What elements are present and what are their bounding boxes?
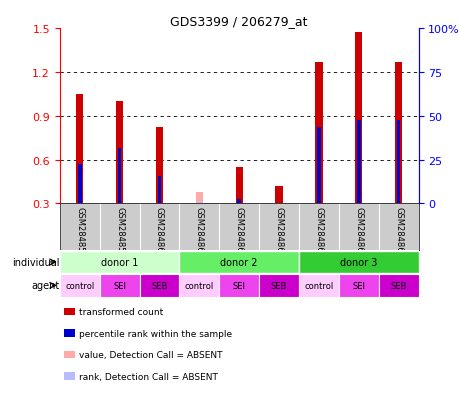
Text: control: control [185,281,213,290]
Bar [179,275,219,297]
Text: GSM284860: GSM284860 [155,206,163,257]
Bar [197,202,201,204]
Bar [298,251,418,273]
Text: control: control [304,281,333,290]
Text: donor 2: donor 2 [220,257,257,267]
Text: SEB: SEB [390,281,406,290]
Title: GDS3399 / 206279_at: GDS3399 / 206279_at [170,15,307,28]
Text: GSM284861: GSM284861 [195,206,203,257]
Bar [179,251,298,273]
Text: GSM284863: GSM284863 [274,206,283,257]
Text: transformed count: transformed count [79,307,163,316]
Bar [356,121,360,204]
Bar [394,62,401,204]
Bar [156,128,162,204]
Bar [118,149,121,204]
Text: SEI: SEI [352,281,364,290]
Bar [76,95,83,204]
Text: rank, Detection Call = ABSENT: rank, Detection Call = ABSENT [79,372,218,381]
Text: agent: agent [32,281,60,291]
Text: donor 1: donor 1 [101,257,138,267]
Bar [315,62,322,204]
Bar [237,199,241,204]
Text: GSM284858: GSM284858 [75,206,84,257]
Bar [116,102,123,204]
Bar [298,275,338,297]
Bar [60,275,100,297]
Bar [139,275,179,297]
Bar [378,275,418,297]
Text: SEB: SEB [270,281,286,290]
Bar [316,128,320,204]
Text: control: control [65,281,94,290]
Text: GSM284865: GSM284865 [353,206,363,257]
Text: value, Detection Call = ABSENT: value, Detection Call = ABSENT [79,350,222,359]
Bar [219,275,258,297]
Bar [78,165,81,204]
Bar [338,275,378,297]
Text: SEB: SEB [151,281,167,290]
Text: percentile rank within the sample: percentile rank within the sample [79,329,232,338]
Bar [196,192,202,204]
Bar [275,187,282,204]
Text: donor 3: donor 3 [339,257,377,267]
Bar [354,33,362,204]
Bar [396,121,400,204]
Text: SEI: SEI [113,281,126,290]
Bar [60,251,179,273]
Text: GSM284859: GSM284859 [115,206,124,257]
Bar [157,176,161,204]
Text: GSM284862: GSM284862 [234,206,243,257]
Bar [100,275,139,297]
Bar [277,204,280,205]
Text: GSM284866: GSM284866 [393,206,402,257]
Text: SEI: SEI [232,281,245,290]
Bar [258,275,298,297]
Bar [235,168,242,204]
Text: GSM284864: GSM284864 [314,206,323,257]
Text: individual: individual [12,257,60,267]
